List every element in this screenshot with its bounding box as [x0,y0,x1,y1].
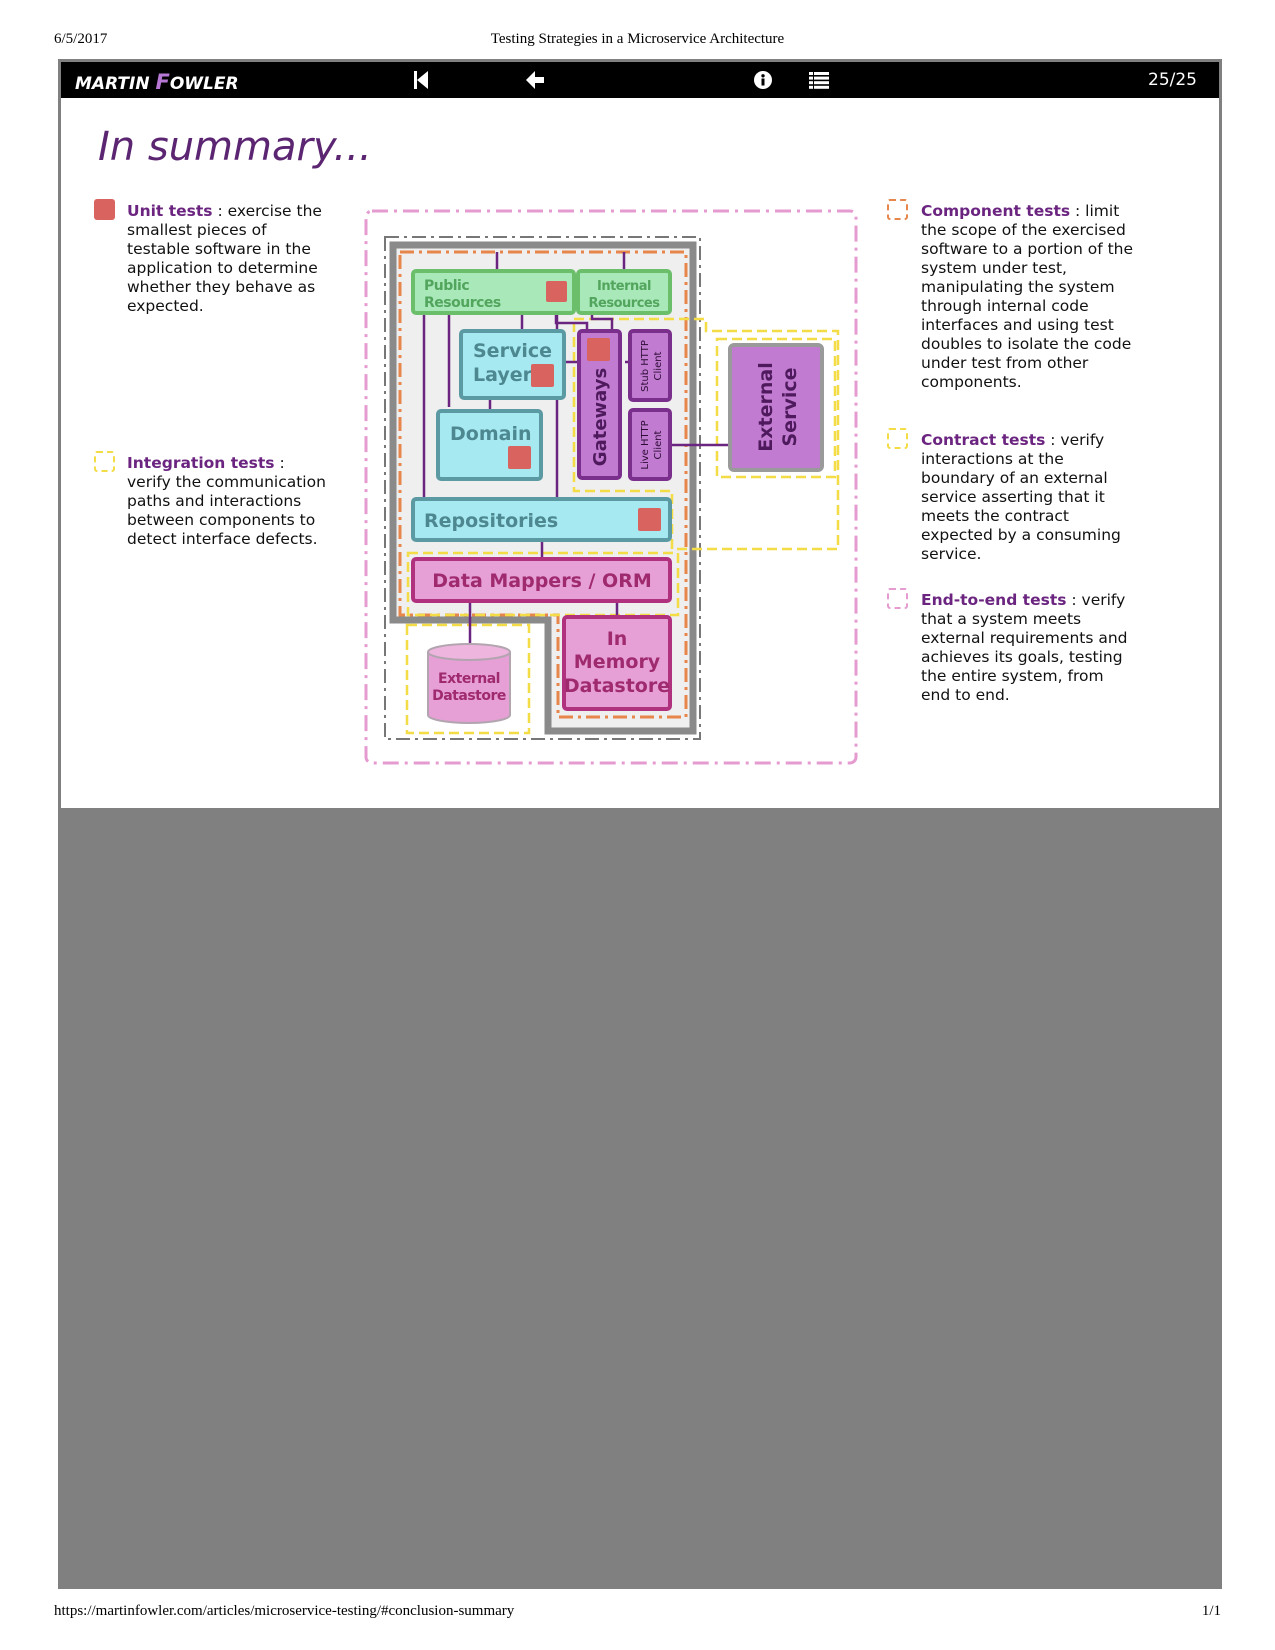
print-header: 6/5/2017 Testing Strategies in a Microse… [0,31,1275,51]
internal-resources-box [576,269,672,315]
arrow-left-icon [526,71,544,89]
integration-tests-term: Integration tests [127,454,275,472]
public-resources-label-2: Resources [424,295,501,311]
gateways-label: Gateways [590,368,611,466]
external-service-label-2: Service [779,368,801,447]
live-http-client-box [628,408,672,481]
e2e-boundary [364,209,858,765]
e2e-tests-description: End-to-end tests : verify that a system … [921,591,1136,705]
data-mappers-box [411,557,672,603]
live-http-client-label-1: Live HTTP [640,420,651,469]
print-footer: https://martinfowler.com/articles/micros… [0,1603,1275,1623]
external-datastore-cylinder [427,643,511,724]
domain-label: Domain [450,423,531,445]
repositories-unit-square [638,508,661,531]
info-icon [754,71,772,89]
e2e-tests-term: End-to-end tests [921,591,1067,609]
slide-frame: MARTIN FOWLER 25/25 In summary... Unit t… [58,59,1222,1589]
service-layer-label-2: Layer [473,364,533,386]
integration-tests-swatch [94,451,115,472]
repositories-label: Repositories [424,510,558,532]
integration-tests-text: : verify the communication paths and int… [127,454,326,548]
in-memory-datastore-box [562,615,672,711]
gateways-unit-square [587,338,610,361]
component-tests-swatch [887,199,908,220]
component-tests-description: Component tests : limit the scope of the… [921,202,1136,392]
external-datastore-label-1: External [438,671,500,687]
logo-text-last: OWLER [169,74,239,94]
contract-tests-text: : verify interactions at the boundary of… [921,431,1121,563]
in-memory-datastore-label-2: Memory [574,651,661,673]
contract-tests-swatch [887,428,908,449]
stub-http-client-box [628,329,672,402]
test-boundaries-diagram: Public Resources Internal Resources Serv… [364,209,858,765]
component-boundary [398,250,688,719]
external-datastore-label-2: Datastore [432,688,506,704]
contract-tests-term: Contract tests [921,431,1046,449]
connections [422,252,740,643]
slide-content: In summary... Unit tests : exercise the … [61,98,1219,808]
martin-fowler-logo[interactable]: MARTIN FOWLER [75,70,239,94]
print-url: https://martinfowler.com/articles/micros… [54,1603,515,1619]
slide-nav-bar: MARTIN FOWLER 25/25 [61,62,1219,98]
public-resources-label-1: Public [424,278,469,294]
previous-slide-button[interactable] [517,62,553,98]
slide-title: In summary... [98,124,372,170]
first-slide-button[interactable] [403,62,439,98]
skip-back-icon [414,71,428,89]
gateways-box [577,329,622,480]
print-date: 6/5/2017 [54,31,108,47]
live-http-client-label-2: Client [653,430,664,459]
in-memory-datastore-label-3: Datastore [564,675,670,697]
external-service-label-1: External [755,362,777,451]
unit-tests-term: Unit tests [127,202,213,220]
data-mappers-label: Data Mappers / ORM [432,570,651,592]
list-icon [809,71,829,89]
repositories-box [411,497,672,542]
stub-http-client-label-1: Stub HTTP [640,340,651,392]
gateway-integration-boundary [572,317,840,551]
integration-tests-description: Integration tests : verify the communica… [127,454,332,549]
internal-resources-label-1: Internal [597,279,651,294]
slide-counter: 25/25 [1148,70,1197,90]
e2e-tests-text: : verify that a system meets external re… [921,591,1128,704]
contract-tests-description: Contract tests : verify interactions at … [921,431,1136,564]
e2e-tests-swatch [887,588,908,609]
stub-http-client-label-2: Client [653,351,664,380]
logo-text-first: MARTIN [75,74,156,94]
external-service-box [728,343,824,472]
service-boundary [384,236,701,740]
component-tests-term: Component tests [921,202,1071,220]
public-resources-unit-square [546,281,567,302]
in-memory-datastore-label-1: In [607,628,628,650]
service-layer-label-1: Service [473,340,552,362]
print-title: Testing Strategies in a Microservice Arc… [490,31,785,47]
contents-button[interactable] [801,62,837,98]
unit-tests-swatch [94,199,115,220]
component-tests-text: : limit the scope of the exercised softw… [921,202,1134,391]
internal-resources-label-2: Resources [589,296,661,311]
domain-unit-square [508,446,531,469]
print-page-number: 1/1 [1201,1603,1221,1619]
logo-text-f: F [155,70,170,94]
unit-tests-text: : exercise the smallest pieces of testab… [127,202,322,315]
service-layer-unit-square [531,364,554,387]
info-button[interactable] [745,62,781,98]
unit-tests-description: Unit tests : exercise the smallest piece… [127,202,332,316]
public-resources-box [411,269,576,315]
